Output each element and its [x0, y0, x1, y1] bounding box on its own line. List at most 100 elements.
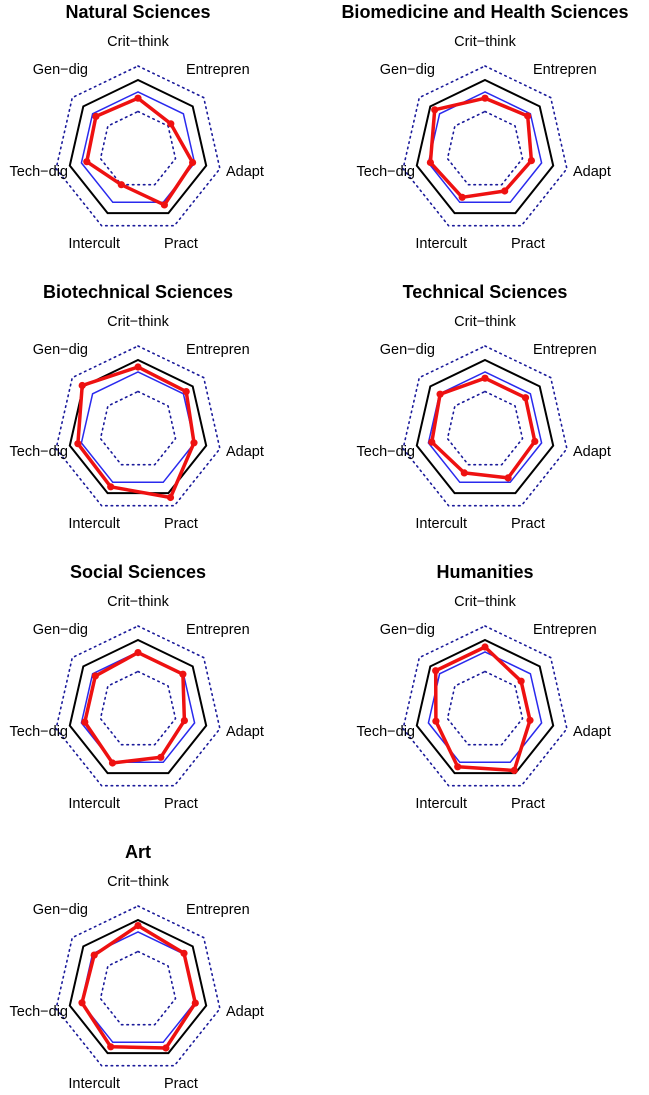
series-line [76, 365, 196, 500]
data-point [74, 440, 82, 448]
radar-panel: Art Crit−think Entrepren Adapt Pract Intercul… [10, 842, 264, 1092]
reference-ring-blue-ring [427, 91, 543, 204]
panel-title: Natural Sciences [65, 2, 210, 22]
reference-ring-outer-dotted [402, 625, 568, 787]
axis-label: Adapt [226, 164, 264, 180]
axis-label: Pract [164, 236, 198, 252]
panel-title: Humanities [436, 562, 533, 582]
data-point [167, 120, 175, 128]
panel-title: Art [125, 842, 151, 862]
data-point [190, 439, 198, 447]
axis-label: Tech−dig [10, 1004, 68, 1020]
data-point [521, 394, 530, 402]
radar-panel: Technical Sciences Crit−think Entrepren Ada… [357, 282, 611, 532]
data-point [481, 374, 489, 382]
radar-panel: Humanities Crit−think Entrepren Adapt Pract I… [357, 562, 611, 812]
data-point [134, 649, 142, 657]
reference-ring-black-ring [68, 358, 208, 495]
reference-ring-inner-dotted [446, 390, 524, 466]
data-point [134, 94, 142, 102]
reference-ring-outer-dotted [402, 345, 568, 507]
axis-label: Tech−dig [10, 164, 68, 180]
reference-ring-outer-dotted [55, 65, 221, 227]
data-point [90, 951, 98, 959]
panel-title: Biomedicine and Health Sciences [341, 2, 628, 22]
axis-label: Entrepren [533, 62, 597, 78]
data-point [432, 717, 440, 725]
axis-label: Intercult [415, 236, 467, 252]
data-point [431, 106, 439, 114]
series-line [428, 96, 534, 200]
reference-ring-inner-dotted [99, 110, 177, 186]
data-point [134, 363, 142, 371]
reference-ring-black-ring [68, 918, 208, 1055]
series-line [433, 645, 532, 773]
data-point [182, 388, 190, 396]
data-point [460, 469, 468, 477]
data-point [134, 922, 142, 930]
data-point [107, 483, 115, 491]
axis-label: Crit−think [454, 594, 516, 610]
data-point [91, 672, 99, 680]
data-point [81, 718, 89, 726]
data-point [191, 999, 199, 1007]
reference-ring-inner-dotted [99, 950, 177, 1026]
axis-label: Crit−think [107, 594, 169, 610]
reference-ring-blue-ring [80, 91, 196, 204]
radar-panel: Biotechnical Sciences Crit−think Entrepren… [10, 282, 264, 532]
axis-label: Adapt [573, 444, 611, 460]
axis-label: Intercult [68, 516, 120, 532]
axis-label: Tech−dig [357, 164, 415, 180]
axis-label: Tech−dig [357, 444, 415, 460]
axis-label: Intercult [415, 796, 467, 812]
axis-label: Adapt [573, 164, 611, 180]
reference-ring-blue-ring [80, 651, 196, 764]
axis-label: Entrepren [533, 342, 597, 358]
data-point [157, 753, 165, 761]
data-point [92, 112, 100, 120]
reference-ring-black-ring [415, 638, 555, 775]
reference-ring-black-ring [68, 78, 208, 215]
axis-label: Gen−dig [380, 342, 435, 358]
axis-label: Crit−think [107, 34, 169, 50]
axis-label: Tech−dig [10, 724, 68, 740]
reference-ring-inner-dotted [446, 670, 524, 746]
data-point [117, 181, 125, 189]
data-point [526, 716, 534, 724]
reference-ring-inner-dotted [99, 670, 177, 746]
data-point [531, 437, 539, 445]
data-point [481, 643, 489, 651]
reference-ring-outer-dotted [55, 905, 221, 1067]
panel-title: Social Sciences [70, 562, 206, 582]
data-point [524, 112, 532, 120]
axis-label: Gen−dig [380, 622, 435, 638]
axis-label: Intercult [68, 796, 120, 812]
data-point [180, 717, 188, 725]
axis-label: Pract [164, 1076, 198, 1092]
reference-ring-blue-ring [427, 651, 543, 764]
reference-ring-outer-dotted [55, 345, 221, 507]
axis-label: Entrepren [186, 62, 250, 78]
data-point [458, 193, 466, 201]
data-point [510, 766, 518, 775]
axis-label: Gen−dig [380, 62, 435, 78]
data-point [78, 999, 86, 1007]
data-point [436, 390, 444, 398]
data-point [517, 677, 525, 685]
axis-label: Entrepren [533, 622, 597, 638]
axis-label: Entrepren [186, 622, 250, 638]
series-line [83, 650, 187, 765]
data-point [180, 949, 188, 957]
panel-title: Biotechnical Sciences [43, 282, 233, 302]
reference-ring-outer-dotted [55, 625, 221, 787]
data-point [501, 187, 509, 195]
data-point [162, 1044, 170, 1052]
data-point [481, 94, 489, 102]
reference-ring-outer-dotted [402, 65, 568, 227]
data-point [454, 763, 462, 771]
reference-ring-black-ring [415, 358, 555, 495]
axis-label: Intercult [415, 516, 467, 532]
data-point [160, 201, 168, 209]
reference-ring-inner-dotted [99, 390, 177, 466]
